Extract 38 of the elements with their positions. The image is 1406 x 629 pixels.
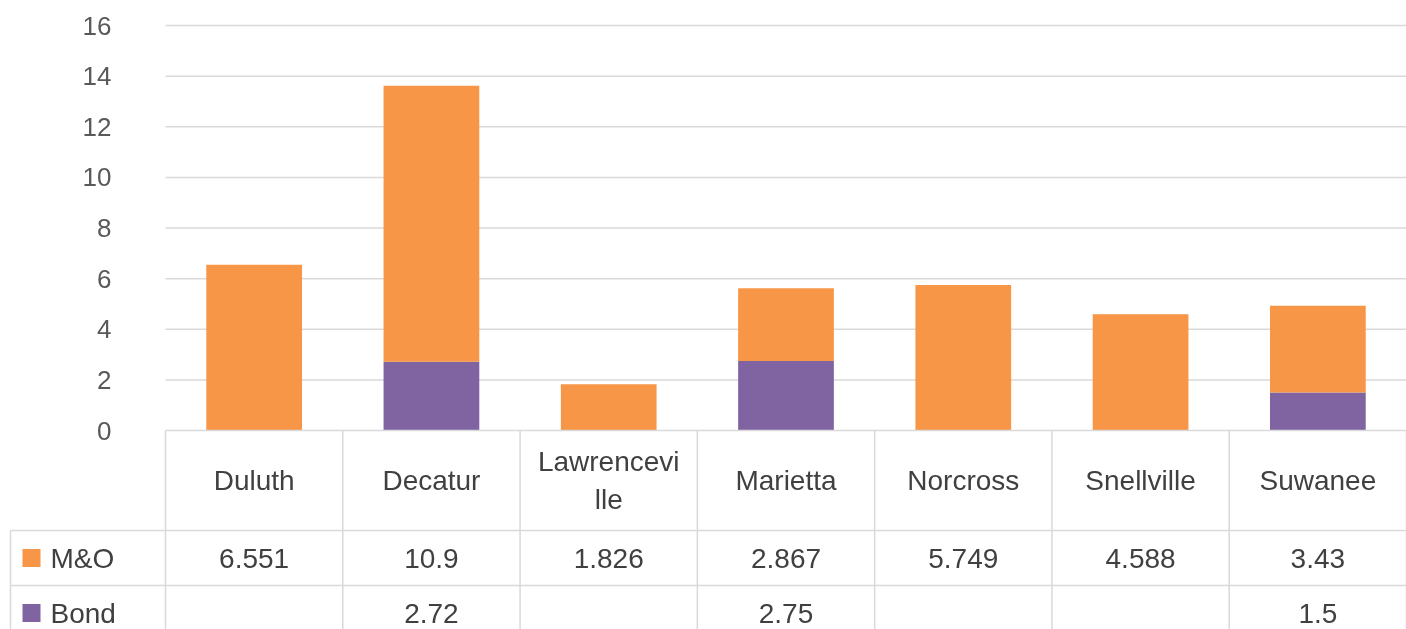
x-tick-label: Snellville	[1085, 465, 1196, 496]
y-tick-label: 12	[82, 111, 112, 142]
y-tick-label: 0	[97, 415, 112, 446]
x-tick-label: Duluth	[213, 465, 295, 496]
y-tick-label: 6	[97, 263, 112, 294]
bar	[206, 264, 303, 431]
legend-label: Bond	[50, 597, 116, 629]
bar	[1269, 305, 1366, 393]
y-tick-label: 2	[97, 364, 112, 395]
data-label: 10.9	[404, 542, 459, 574]
bar	[738, 288, 834, 361]
bar	[383, 361, 480, 431]
data-label: 2.72	[404, 597, 459, 629]
data-label: 1.5	[1298, 597, 1338, 629]
data-label: 2.867	[750, 542, 822, 574]
x-tick-label: Decatur	[382, 465, 481, 496]
y-tick-label: 14	[82, 61, 112, 92]
y-tick-label: 10	[82, 162, 112, 193]
data-label: 1.826	[573, 542, 644, 574]
bar	[560, 384, 657, 431]
x-tick-label: Marietta	[735, 465, 837, 496]
legend-label: M&O	[50, 542, 115, 574]
data-label: 6.551	[219, 542, 290, 574]
data-label: 3.43	[1290, 542, 1346, 574]
x-tick-label: Suwanee	[1259, 465, 1377, 496]
data-label: 2.75	[758, 597, 814, 629]
bar	[1092, 314, 1189, 431]
data-label: 5.749	[928, 542, 999, 574]
y-tick-label: 16	[82, 10, 112, 41]
x-tick-label: Lawrenceville	[537, 446, 680, 515]
data-label: 4.588	[1105, 542, 1176, 574]
bar	[1269, 392, 1366, 431]
bar	[915, 284, 1012, 431]
y-tick-label: 4	[97, 314, 112, 345]
bar	[383, 85, 480, 362]
x-tick-label: Norcross	[907, 465, 1020, 496]
y-tick-label: 8	[97, 213, 112, 243]
bar	[738, 360, 834, 431]
